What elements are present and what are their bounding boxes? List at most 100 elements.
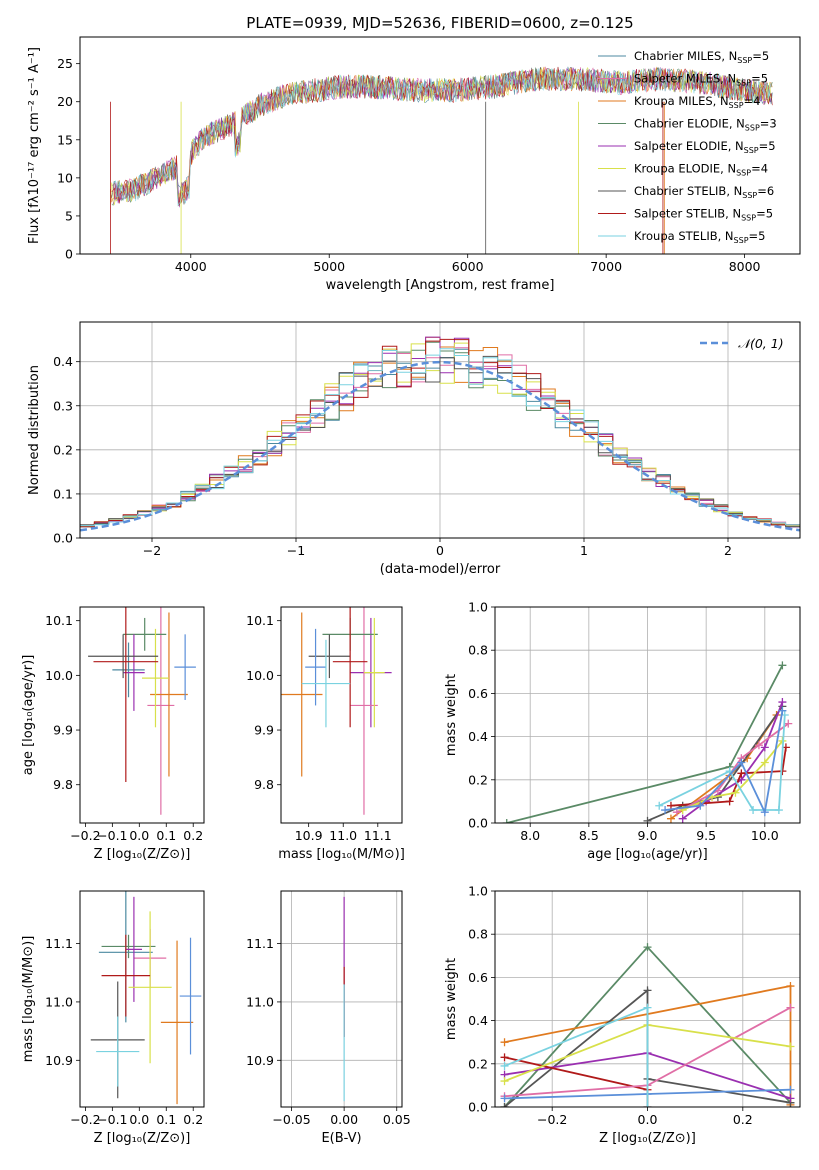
y-tick-label: 0.8 — [468, 927, 488, 942]
x-tick-label: 11.1 — [364, 828, 392, 843]
y-tick-label: 9.9 — [254, 723, 274, 738]
y-tick-label: 0.1 — [53, 486, 73, 501]
weight-point-marker — [500, 1038, 509, 1047]
x-axis-label: Z [log₁₀(Z/Z⊙)] — [94, 847, 191, 862]
y-tick-label: 10.0 — [45, 668, 73, 683]
y-tick-label: 0.4 — [468, 729, 488, 744]
weight-point-marker — [661, 806, 670, 815]
y-tick-label: 11.1 — [246, 936, 274, 951]
chart-weight_vs_z: −0.2 0.0 0.2 0.0 0.2 0.4 0.6 0.8 1.0 Z [log₁₀(Z/Z… — [444, 884, 801, 1146]
x-tick-label: 11.0 — [329, 828, 357, 843]
plot-marks — [80, 336, 800, 532]
legend-value: =5 — [756, 207, 773, 221]
y-tick-label: 0.0 — [468, 816, 488, 831]
legend-text: Salpeter MILES, N — [634, 72, 736, 86]
histogram-series — [80, 338, 800, 528]
axes-frame — [79, 890, 205, 1108]
x-axis-label: (data-model)/error — [380, 562, 501, 577]
legend-label: Salpeter STELIB, NSSP=5 — [634, 207, 773, 223]
legend-sub: SSP — [729, 101, 744, 110]
weight-point-marker — [754, 741, 763, 750]
weight-point-marker — [696, 801, 705, 810]
legend: 𝒩(0, 1) — [700, 336, 784, 351]
weight-point-marker — [666, 814, 675, 823]
x-tick-label: 1 — [580, 543, 588, 558]
x-tick-label: 8.0 — [520, 828, 540, 843]
y-tick-label: 10.1 — [45, 613, 73, 628]
x-tick-label: 0.2 — [733, 1112, 753, 1127]
legend-sub: SSP — [736, 169, 751, 178]
x-tick-label: 0.0 — [638, 1112, 658, 1127]
x-tick-label: 6000 — [452, 259, 484, 274]
x-tick-label: 0.0 — [129, 1112, 149, 1127]
weight-point-marker — [778, 706, 787, 715]
normal-curve-line — [80, 360, 800, 532]
weight-point-marker — [672, 808, 681, 817]
y-tick-label: 9.9 — [53, 723, 73, 738]
legend-text: Chabrier ELODIE, N — [634, 117, 745, 131]
weight-point-marker — [786, 1003, 795, 1012]
legend-sub: SSP — [742, 191, 757, 200]
x-axis-label: age [log₁₀(age/yr)] — [587, 847, 708, 862]
axes-frame — [79, 36, 801, 255]
x-tick-label: 2 — [724, 543, 732, 558]
y-tick-label: 11.1 — [45, 936, 73, 951]
legend-value: =6 — [757, 184, 774, 198]
y-tick-label: 0 — [65, 247, 73, 262]
legend-label: Chabrier STELIB, NSSP=6 — [634, 184, 774, 200]
x-axis-label: Z [log₁₀(Z/Z⊙)] — [599, 1131, 696, 1146]
y-tick-label: 1.0 — [468, 600, 488, 615]
weight-point-marker — [678, 814, 687, 823]
plot-marks — [90, 891, 202, 1105]
weight-point-marker — [643, 943, 652, 952]
y-tick-label: 10.0 — [246, 668, 274, 683]
legend-label: Kroupa STELIB, NSSP=5 — [634, 229, 765, 245]
y-tick-label: 20 — [57, 94, 73, 109]
weight-point-marker — [778, 698, 787, 707]
y-tick-label: 10.9 — [45, 1053, 73, 1068]
legend-label: Salpeter ELODIE, NSSP=5 — [634, 139, 776, 155]
legend-label: Salpeter MILES, NSSP=5 — [634, 72, 768, 88]
x-tick-label: 7000 — [590, 259, 622, 274]
legend-value: =5 — [751, 72, 768, 86]
weight-series-line — [504, 1006, 649, 1107]
weight-point-marker — [500, 1094, 509, 1103]
x-tick-label: 0.00 — [330, 1112, 358, 1127]
legend-label: Kroupa MILES, NSSP=4 — [634, 94, 760, 110]
x-tick-label: 0.05 — [383, 1112, 411, 1127]
y-tick-label: 25 — [57, 56, 73, 71]
x-tick-label: 8.5 — [579, 828, 599, 843]
legend-label: Chabrier MILES, NSSP=5 — [634, 49, 769, 65]
y-tick-label: 10.9 — [246, 1053, 274, 1068]
weight-point-marker — [500, 1077, 509, 1086]
legend-sub: SSP — [741, 214, 756, 223]
histogram-series — [80, 348, 800, 527]
x-tick-label: −0.05 — [272, 1112, 310, 1127]
y-tick-label: 0.8 — [468, 643, 488, 658]
weight-point-marker — [774, 806, 783, 815]
legend-label: Chabrier ELODIE, NSSP=3 — [634, 117, 777, 133]
weight-point-marker — [760, 743, 769, 752]
x-tick-label: 0.2 — [183, 1112, 203, 1127]
legend-value: =5 — [752, 49, 769, 63]
axes-frame — [280, 606, 403, 824]
x-tick-label: 0.1 — [156, 828, 176, 843]
axes-frame — [280, 890, 403, 1108]
y-axis-label: Flux [fλ10⁻¹⁷ erg cm⁻² s⁻¹ A⁻¹] — [27, 47, 42, 244]
y-axis-label: Normed distribution — [27, 365, 42, 495]
y-tick-label: 0.3 — [53, 398, 73, 413]
plot-marks — [88, 607, 196, 815]
x-axis-label: Z [log₁₀(Z/Z⊙)] — [94, 1131, 191, 1146]
y-tick-label: 11.0 — [246, 994, 274, 1009]
y-tick-label: 0.6 — [468, 686, 488, 701]
legend-sub: SSP — [745, 124, 760, 133]
y-tick-label: 0.4 — [468, 1013, 488, 1028]
plot-marks — [281, 607, 392, 815]
y-tick-label: 0.2 — [468, 1056, 488, 1071]
axes-frame — [79, 321, 801, 539]
weight-series-line — [647, 705, 784, 822]
x-tick-label: −0.2 — [70, 828, 100, 843]
legend-sub: SSP — [744, 146, 759, 155]
weight-point-marker — [760, 758, 769, 767]
